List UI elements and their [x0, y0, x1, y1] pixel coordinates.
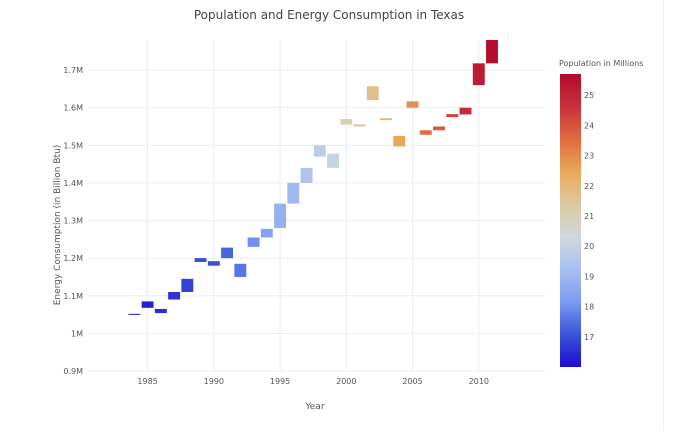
bar-1992[interactable] [234, 263, 247, 277]
bar-1998[interactable] [313, 145, 326, 157]
colorbar-tick-label: 21 [584, 212, 594, 221]
colorbar-tick-label: 25 [584, 91, 594, 100]
y-tick-label: 1.7M [63, 66, 83, 75]
bar-2010[interactable] [472, 63, 485, 86]
bar-2006[interactable] [419, 130, 432, 135]
bar-1996[interactable] [287, 182, 300, 204]
y-axis-title: Energy Consumption (in Billion Btu) [53, 145, 63, 306]
axis-ticks: 0.9M 1M 1.1M 1.2M 1.3M 1.4M 1.5M 1.6M 1.7M 1985 19… [63, 66, 489, 386]
colorbar-title: Population in Millions [559, 59, 643, 68]
bar-2011[interactable] [486, 40, 498, 64]
colorbar: Population in Millions 17 18 19 20 21 22 23 24 2… [559, 59, 643, 367]
y-tick-label: 1M [71, 329, 83, 338]
right-edge-divider [663, 0, 664, 431]
x-tick-label: 1995 [270, 377, 290, 386]
colorbar-tick-label: 20 [584, 242, 594, 251]
bar-1985[interactable] [141, 301, 154, 308]
y-tick-label: 1.4M [63, 179, 83, 188]
x-tick-label: 1985 [137, 377, 157, 386]
bar-2002[interactable] [366, 86, 379, 101]
bar-1989[interactable] [194, 258, 207, 262]
colorbar-tick-label: 17 [584, 333, 594, 342]
chart-title: Population and Energy Consumption in Tex… [194, 8, 464, 22]
bar-2000[interactable] [340, 118, 353, 125]
bar-2004[interactable] [393, 135, 406, 147]
x-tick-label: 1990 [204, 377, 224, 386]
bar-1988[interactable] [181, 278, 194, 293]
y-tick-label: 0.9M [63, 367, 83, 376]
colorbar-tick-label: 22 [584, 182, 594, 191]
bar-2005[interactable] [406, 101, 419, 108]
x-tick-label: 2000 [336, 377, 356, 386]
x-tick-label: 2005 [402, 377, 422, 386]
y-tick-label: 1.6M [63, 104, 83, 113]
y-tick-label: 1.3M [63, 217, 83, 226]
bar-1991[interactable] [221, 247, 234, 259]
bar-2003[interactable] [380, 118, 393, 121]
colorbar-tick-label: 24 [584, 121, 594, 130]
bar-1995[interactable] [274, 203, 287, 229]
colorbar-gradient [560, 74, 581, 367]
bar-1990[interactable] [207, 261, 220, 266]
x-tick-label: 2010 [469, 377, 489, 386]
bar-1986[interactable] [154, 308, 167, 314]
grid-lines [88, 40, 545, 372]
x-axis-title: Year [304, 402, 324, 412]
y-tick-label: 1.2M [63, 254, 83, 263]
bar-1997[interactable] [300, 167, 313, 183]
bar-1994[interactable] [260, 228, 273, 238]
bar-1984[interactable] [128, 313, 141, 315]
y-tick-label: 1.5M [63, 141, 83, 150]
y-tick-label: 1.1M [63, 292, 83, 301]
bar-1987[interactable] [168, 292, 181, 300]
bar-1993[interactable] [247, 237, 260, 247]
bar-2007[interactable] [433, 126, 445, 131]
colorbar-tick-label: 18 [584, 303, 594, 312]
bar-2001[interactable] [353, 124, 366, 127]
colorbar-tick-label: 19 [584, 272, 594, 281]
bar-1999[interactable] [327, 153, 340, 168]
bar-2008[interactable] [446, 114, 459, 118]
colorbar-tick-label: 23 [584, 152, 594, 161]
bars [128, 40, 498, 315]
bar-2009[interactable] [459, 107, 472, 115]
